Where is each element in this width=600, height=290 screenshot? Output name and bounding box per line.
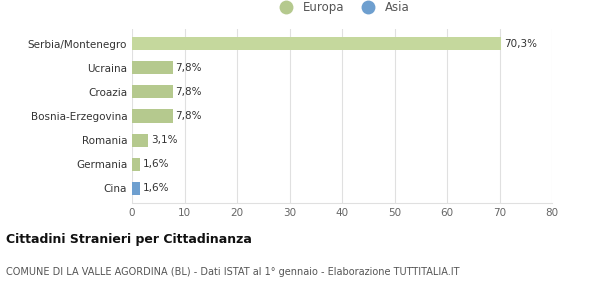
Bar: [132, 61, 173, 74]
Bar: [132, 182, 140, 195]
Text: 3,1%: 3,1%: [151, 135, 178, 145]
Bar: [132, 37, 501, 50]
Text: 7,8%: 7,8%: [176, 63, 202, 73]
Text: 7,8%: 7,8%: [176, 87, 202, 97]
Text: 1,6%: 1,6%: [143, 184, 170, 193]
Bar: [132, 158, 140, 171]
Text: 1,6%: 1,6%: [143, 159, 170, 169]
Bar: [132, 85, 173, 99]
Text: COMUNE DI LA VALLE AGORDINA (BL) - Dati ISTAT al 1° gennaio - Elaborazione TUTTI: COMUNE DI LA VALLE AGORDINA (BL) - Dati …: [6, 267, 460, 277]
Bar: [132, 133, 148, 147]
Text: 70,3%: 70,3%: [504, 39, 537, 48]
Text: 7,8%: 7,8%: [176, 111, 202, 121]
Text: Cittadini Stranieri per Cittadinanza: Cittadini Stranieri per Cittadinanza: [6, 233, 252, 246]
Legend: Europa, Asia: Europa, Asia: [275, 1, 409, 14]
Bar: [132, 109, 173, 123]
